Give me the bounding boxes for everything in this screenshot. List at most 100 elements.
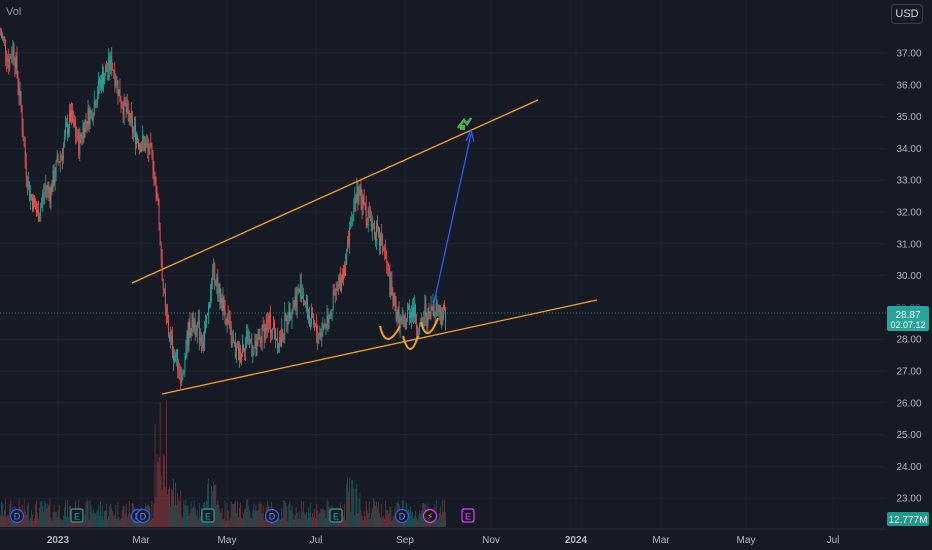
volume-bar xyxy=(409,512,410,527)
volume-bar xyxy=(199,515,201,527)
volume-bar xyxy=(353,488,355,527)
dividend-marker[interactable]: D xyxy=(394,508,410,524)
dividend-marker[interactable]: D xyxy=(264,508,280,524)
candle xyxy=(173,346,174,372)
volume-bar xyxy=(52,512,54,527)
candle xyxy=(249,331,251,348)
volume-bar xyxy=(321,509,323,527)
candle xyxy=(121,100,123,109)
candle xyxy=(425,295,427,327)
volume-bar xyxy=(188,516,190,527)
volume-bar xyxy=(312,513,313,527)
candle xyxy=(351,211,353,228)
candle xyxy=(410,308,411,324)
volume-bar xyxy=(256,510,258,527)
candle xyxy=(24,136,26,169)
upper-channel-line[interactable] xyxy=(131,99,539,284)
volume-bar xyxy=(51,520,53,527)
volume-bar xyxy=(248,505,250,527)
bottom-arc-2[interactable] xyxy=(402,335,419,350)
volume-bar xyxy=(294,515,296,527)
volume-bar xyxy=(432,519,434,527)
candle xyxy=(285,312,287,322)
candle xyxy=(165,303,167,325)
volume-bar xyxy=(158,457,160,527)
candle xyxy=(438,304,440,321)
candle xyxy=(238,340,239,361)
candle xyxy=(270,329,272,341)
candle xyxy=(413,297,414,324)
volume-bar xyxy=(422,502,424,527)
volume-bar xyxy=(67,499,68,527)
volume-bar xyxy=(66,516,67,527)
candle xyxy=(69,103,70,137)
volume-bar xyxy=(2,503,3,527)
candle xyxy=(250,338,252,345)
lower-channel-line[interactable] xyxy=(161,299,598,395)
candle xyxy=(63,129,65,148)
volume-bar xyxy=(185,499,187,527)
volume-bar xyxy=(69,505,70,527)
candle xyxy=(54,167,56,191)
volume-bar xyxy=(222,519,224,527)
earnings-marker[interactable]: E xyxy=(329,508,343,523)
candle xyxy=(441,307,443,326)
candle xyxy=(406,302,408,322)
candle xyxy=(125,96,127,119)
split-marker[interactable]: ⚡ xyxy=(422,508,438,524)
currency-button[interactable]: USD xyxy=(891,4,923,24)
candle xyxy=(366,217,368,228)
volume-bar xyxy=(247,499,249,527)
volume-bar xyxy=(96,509,98,527)
volume-bar xyxy=(249,510,251,527)
volume-bar xyxy=(61,520,63,527)
volume-bar xyxy=(6,516,8,527)
svg-text:D: D xyxy=(140,512,147,522)
candle xyxy=(52,165,54,193)
time-axis[interactable]: 2023 Mar May Jul Sep Nov 2024 Mar May Jul xyxy=(47,535,840,546)
volume-bar xyxy=(234,500,236,527)
volume-bar xyxy=(358,499,360,527)
volume-bar xyxy=(436,520,438,527)
candle xyxy=(170,326,171,349)
volume-bar xyxy=(242,518,243,527)
volume-bar xyxy=(128,500,130,527)
candle xyxy=(308,308,309,324)
volume-bar xyxy=(324,510,326,527)
price-axis[interactable]: 37.00 36.00 35.00 34.00 33.00 32.00 31.00 30.00… xyxy=(895,49,921,505)
time-tick-label: 2024 xyxy=(565,535,588,546)
volume-bar xyxy=(87,500,89,527)
candle xyxy=(90,109,92,119)
candle xyxy=(306,294,307,313)
event-markers[interactable]: DEDDEDED⚡E xyxy=(9,508,475,524)
candle xyxy=(390,271,392,300)
candle xyxy=(61,147,63,170)
candle xyxy=(293,299,295,310)
target-marker[interactable] xyxy=(457,117,473,130)
dividend-marker[interactable]: D xyxy=(9,508,25,524)
volume-bar xyxy=(365,500,367,527)
candle xyxy=(275,327,276,349)
volume-bar xyxy=(391,520,393,527)
bottom-arc-3[interactable] xyxy=(420,317,439,334)
candle xyxy=(194,312,196,341)
bottom-arc-1[interactable] xyxy=(379,325,401,340)
candle xyxy=(269,305,271,343)
volume-bar xyxy=(112,511,114,527)
candle xyxy=(416,313,418,339)
candle xyxy=(247,324,249,345)
candle xyxy=(146,133,148,148)
candle xyxy=(404,312,406,330)
earnings-marker[interactable]: E xyxy=(201,508,215,523)
volume-bar xyxy=(352,480,354,527)
earnings-upcoming-marker[interactable]: E xyxy=(461,508,475,523)
dividend-marker[interactable]: D xyxy=(135,508,151,524)
candle xyxy=(302,287,304,307)
volume-bar xyxy=(152,518,154,527)
projection-arrow[interactable] xyxy=(432,133,472,308)
time-tick-label: Nov xyxy=(482,535,500,546)
earnings-marker[interactable]: E xyxy=(70,508,84,523)
candle xyxy=(139,142,140,155)
volume-bar xyxy=(214,484,216,527)
